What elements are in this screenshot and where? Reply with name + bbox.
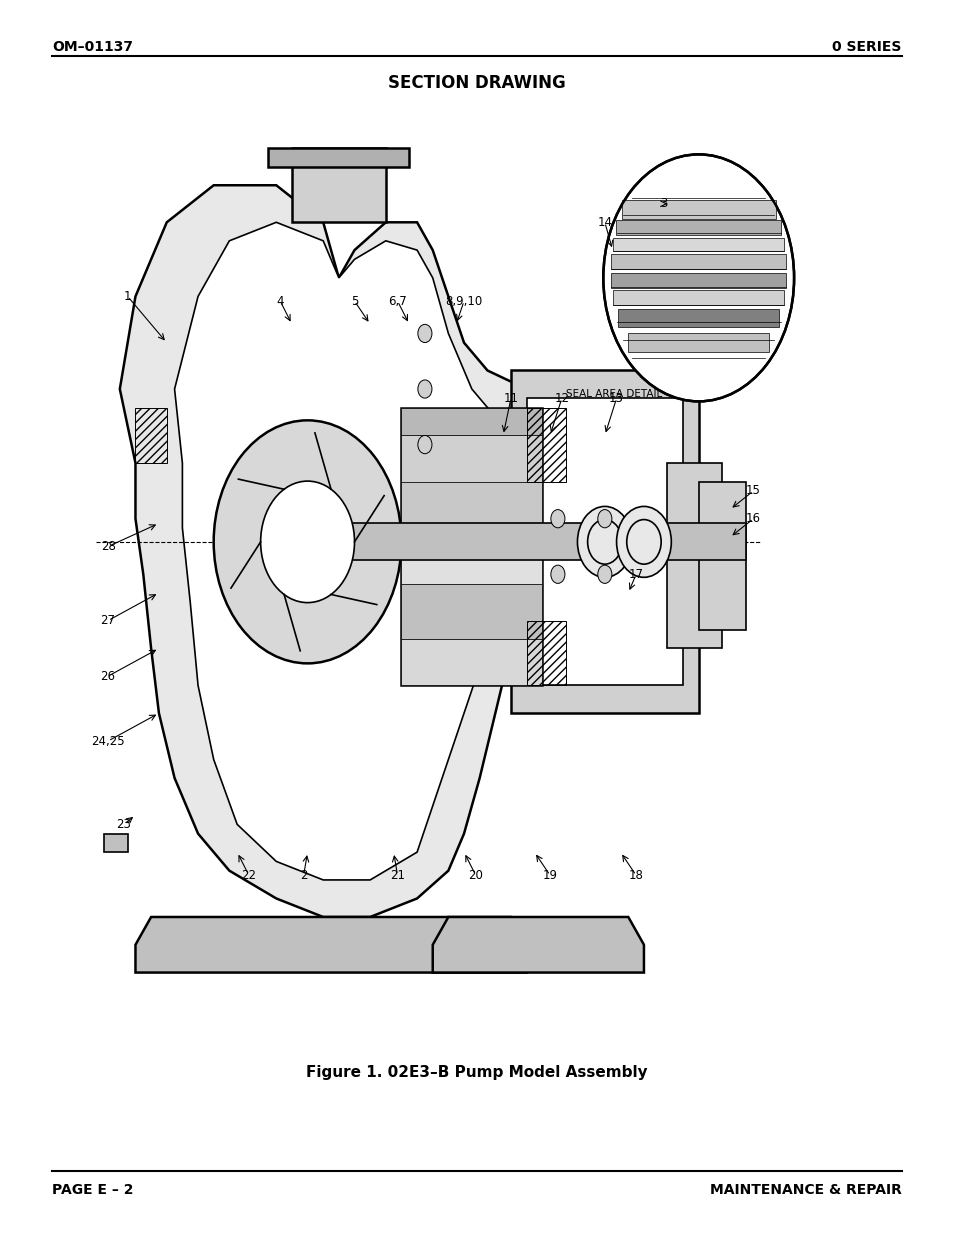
Bar [401,435,541,482]
Text: MAINTENANCE & REPAIR: MAINTENANCE & REPAIR [709,1183,901,1197]
Bar [401,408,541,435]
Text: 20: 20 [468,868,482,882]
Text: 28: 28 [101,540,115,553]
Text: OM–01137: OM–01137 [52,40,133,53]
Circle shape [602,154,793,401]
Text: 26: 26 [100,669,115,683]
Text: 14: 14 [597,216,612,228]
Text: Figure 1. 02E3–B Pump Model Assembly: Figure 1. 02E3–B Pump Model Assembly [306,1065,647,1079]
Bar [628,333,768,352]
Polygon shape [104,834,128,852]
Text: 22: 22 [241,868,256,882]
Text: 18: 18 [628,868,643,882]
Polygon shape [268,148,409,167]
Bar [616,220,781,235]
Text: 17: 17 [628,568,643,580]
Circle shape [417,436,432,453]
Text: SEAL AREA DETAIL: SEAL AREA DETAIL [565,389,661,399]
Text: 8,9,10: 8,9,10 [445,294,482,308]
Text: 2: 2 [299,868,307,882]
Text: 6,7: 6,7 [388,294,407,308]
Circle shape [616,506,671,577]
Text: 19: 19 [542,868,557,882]
Text: 12: 12 [554,391,569,405]
Bar [611,273,785,288]
Bar [613,290,783,305]
Circle shape [626,520,660,564]
Text: 5: 5 [351,294,357,308]
Circle shape [213,420,401,663]
Bar [401,640,541,685]
Bar [401,584,541,640]
Bar [667,463,721,648]
Circle shape [598,566,611,583]
Bar [618,309,779,327]
Text: 23: 23 [116,818,131,831]
Bar [613,238,783,251]
Text: 0 SERIES: 0 SERIES [831,40,901,53]
Text: 13: 13 [609,391,623,405]
Bar [526,398,682,685]
Polygon shape [174,222,511,879]
Text: 24,25: 24,25 [91,735,125,747]
Text: 27: 27 [100,614,115,627]
Text: 3: 3 [659,198,666,210]
Bar [401,408,541,685]
FancyBboxPatch shape [511,370,698,714]
Circle shape [598,510,611,527]
Text: 4: 4 [276,294,284,308]
Circle shape [417,380,432,398]
Circle shape [587,520,621,564]
Polygon shape [433,916,643,973]
Text: 11: 11 [503,391,517,405]
Circle shape [550,510,564,527]
Text: PAGE E – 2: PAGE E – 2 [52,1183,133,1197]
Polygon shape [135,916,526,973]
Bar [401,482,541,537]
Polygon shape [292,148,385,222]
Bar [611,254,785,269]
Text: 16: 16 [745,513,760,525]
Bar [698,482,745,630]
Circle shape [577,506,632,577]
Bar [401,537,541,584]
Circle shape [550,566,564,583]
Polygon shape [120,185,541,916]
Text: SECTION DRAWING: SECTION DRAWING [388,74,565,93]
Text: 21: 21 [390,868,405,882]
Circle shape [417,325,432,342]
Text: 15: 15 [745,484,760,498]
Bar [621,200,775,219]
Bar [331,524,745,561]
Text: 1: 1 [124,290,132,303]
Circle shape [260,482,355,603]
